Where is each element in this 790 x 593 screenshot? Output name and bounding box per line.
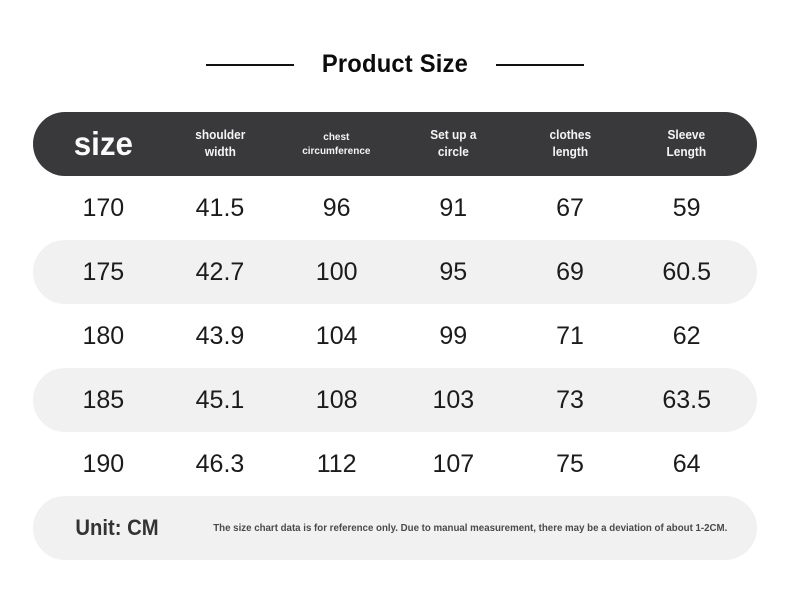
column-header-shoulder-width: shoulder width	[194, 128, 246, 159]
title-divider-right-line	[495, 63, 584, 66]
unit-label: Unit: CM	[75, 515, 159, 540]
measurement-cell: 45.1	[195, 385, 245, 414]
table-row-175: 175 42.7 100 95 69 60.5	[33, 240, 757, 304]
column-header-sleeve-length: Sleeve Length	[666, 128, 707, 159]
measurement-cell: 59	[672, 193, 701, 222]
measurement-cell: 95	[439, 257, 468, 286]
table-row-180: 180 43.9 104 99 71 62	[33, 304, 757, 368]
measurement-cell: 99	[439, 321, 468, 350]
size-header-cell: size	[73, 125, 133, 162]
size-value-cell: 170	[82, 193, 125, 222]
measurement-cell: 67	[556, 193, 584, 222]
measurement-cell: 41.5	[195, 193, 245, 222]
measurement-cell: 69	[556, 257, 584, 286]
table-header-row: size shoulder width chest circumference …	[33, 112, 757, 176]
measurement-cell: 108	[315, 385, 358, 414]
measurement-cell: 63.5	[662, 385, 711, 414]
column-header-set-up-a-circle: Set up a circle	[430, 128, 477, 159]
column-header-chest-circumference: chest circumference	[302, 130, 371, 157]
measurement-cell: 91	[439, 193, 468, 222]
table-row-190: 190 46.3 112 107 75 64	[33, 432, 757, 496]
size-table: size shoulder width chest circumference …	[33, 112, 757, 560]
column-header-clothes-length: clothes length	[549, 128, 591, 159]
table-footer-row: Unit: CM The size chart data is for refe…	[33, 496, 757, 560]
size-chart-page: Product Size size shoulder width chest c…	[0, 0, 790, 560]
size-value-cell: 180	[82, 321, 125, 350]
title-divider-left-line	[206, 63, 295, 66]
measurement-cell: 75	[556, 449, 584, 478]
page-title: Product Size	[321, 50, 469, 78]
measurement-cell: 73	[556, 385, 584, 414]
measurement-cell: 103	[432, 385, 475, 414]
measurement-cell: 62	[672, 321, 701, 350]
table-row-170: 170 41.5 96 91 67 59	[33, 176, 757, 240]
measurement-cell: 64	[672, 449, 701, 478]
title-section: Product Size	[0, 0, 790, 79]
measurement-cell: 96	[322, 193, 351, 222]
size-value-cell: 175	[82, 257, 125, 286]
size-value-cell: 185	[82, 385, 125, 414]
measurement-cell: 112	[316, 449, 357, 478]
measurement-cell: 107	[432, 449, 475, 478]
measurement-cell: 104	[315, 321, 358, 350]
measurement-cell: 43.9	[195, 321, 245, 350]
table-row-185: 185 45.1 108 103 73 63.5	[33, 368, 757, 432]
measurement-cell: 100	[315, 257, 358, 286]
size-value-cell: 190	[82, 449, 125, 478]
measurement-cell: 60.5	[662, 257, 711, 286]
measurement-cell: 71	[556, 321, 584, 350]
disclaimer-note: The size chart data is for reference onl…	[213, 522, 728, 534]
measurement-cell: 42.7	[195, 257, 245, 286]
measurement-cell: 46.3	[195, 449, 245, 478]
